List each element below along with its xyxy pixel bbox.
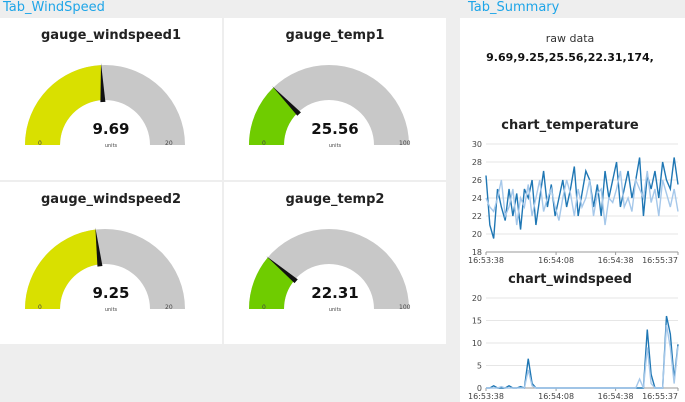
y-tick-label: 24 xyxy=(472,194,482,203)
y-tick-label: 28 xyxy=(472,158,482,167)
gauge-card-temp1: gauge_temp1 25.56 units 0 100 xyxy=(224,18,446,180)
series-line-1 xyxy=(485,170,679,226)
gauge-needle xyxy=(272,86,301,116)
raw-data-label: raw data xyxy=(545,32,595,45)
gauge-arc xyxy=(249,65,409,145)
series-line-0 xyxy=(486,315,679,389)
y-tick-label: 26 xyxy=(472,176,482,185)
gauge-arc xyxy=(25,63,185,145)
summary-panel: raw data 9.69,9.25,25.56,22.31,174, char… xyxy=(460,18,685,402)
windspeed-panel: gauge_windspeed1 9.69 units 0 20 gauge_t… xyxy=(0,18,450,344)
gauge-track xyxy=(249,65,409,145)
gauge-min: 0 xyxy=(262,304,266,311)
x-tick-label: 16:55:37 xyxy=(642,392,678,401)
x-tick-label: 16:54:38 xyxy=(598,256,634,265)
chart-windspeed-title: chart_windspeed xyxy=(508,272,632,287)
gauge-title: gauge_temp1 xyxy=(285,28,385,43)
gauge-title: gauge_windspeed2 xyxy=(40,192,181,207)
gauge-max: 20 xyxy=(165,304,173,311)
gauge-card-windspeed1: gauge_windspeed1 9.69 units 0 20 xyxy=(0,18,222,180)
y-tick-label: 5 xyxy=(477,362,482,371)
gauge-title: gauge_temp2 xyxy=(285,192,385,207)
gauge-value: 9.69 xyxy=(92,120,130,138)
gauge-value: 25.56 xyxy=(311,120,359,138)
x-tick-label: 16:53:38 xyxy=(468,256,504,265)
gauge-min: 0 xyxy=(262,140,266,147)
gauge-fill xyxy=(25,65,103,145)
gauge-value: 22.31 xyxy=(311,284,359,302)
y-tick-label: 10 xyxy=(472,339,482,348)
tab-windspeed-title: Tab_WindSpeed xyxy=(3,0,105,15)
gauge-needle xyxy=(100,63,106,103)
y-tick-label: 20 xyxy=(472,294,482,303)
gauge-arc xyxy=(25,227,185,309)
gauge-card-temp2: gauge_temp2 22.31 units 0 100 xyxy=(224,182,446,344)
gauge-value: 9.25 xyxy=(92,284,130,302)
chart-windspeed: 20 15 10 5 016:53:38 16:54:08 16:54:38 16:55:37 xyxy=(468,294,679,401)
gauge-units: units xyxy=(328,143,342,149)
x-tick-label: 16:55:37 xyxy=(642,256,678,265)
gauge-units: units xyxy=(104,143,118,149)
gauge-min: 0 xyxy=(38,304,42,311)
x-tick-label: 16:54:08 xyxy=(538,392,574,401)
gauge-fill xyxy=(25,229,100,309)
gauge-needle xyxy=(95,227,103,267)
y-tick-label: 0 xyxy=(477,384,482,393)
gauge-needle xyxy=(266,256,298,284)
chart-temperature-title: chart_temperature xyxy=(501,118,639,133)
y-tick-label: 22 xyxy=(472,212,482,221)
gauge-title: gauge_windspeed1 xyxy=(40,28,181,43)
gauge-units: units xyxy=(104,307,118,313)
x-tick-label: 16:53:38 xyxy=(468,392,504,401)
gauge-fill xyxy=(249,257,295,309)
gauge-min: 0 xyxy=(38,140,42,147)
gauge-max: 20 xyxy=(165,140,173,147)
y-tick-label: 15 xyxy=(472,317,482,326)
gauge-card-windspeed2: gauge_windspeed2 9.25 units 0 20 xyxy=(0,182,222,344)
x-tick-label: 16:54:38 xyxy=(598,392,634,401)
x-tick-label: 16:54:08 xyxy=(538,256,574,265)
y-tick-label: 18 xyxy=(472,248,482,257)
tab-summary-title: Tab_Summary xyxy=(468,0,560,15)
gauge-units: units xyxy=(328,307,342,313)
gauge-arc xyxy=(249,229,409,309)
raw-data-value: 9.69,9.25,25.56,22.31,174, xyxy=(486,51,654,64)
y-tick-label: 30 xyxy=(472,140,482,149)
gauge-track xyxy=(249,229,409,309)
y-tick-label: 20 xyxy=(472,230,482,239)
series-line-0 xyxy=(485,157,679,239)
series-line-1 xyxy=(486,324,679,389)
gauge-max: 100 xyxy=(399,304,411,311)
gauge-max: 100 xyxy=(399,140,411,147)
